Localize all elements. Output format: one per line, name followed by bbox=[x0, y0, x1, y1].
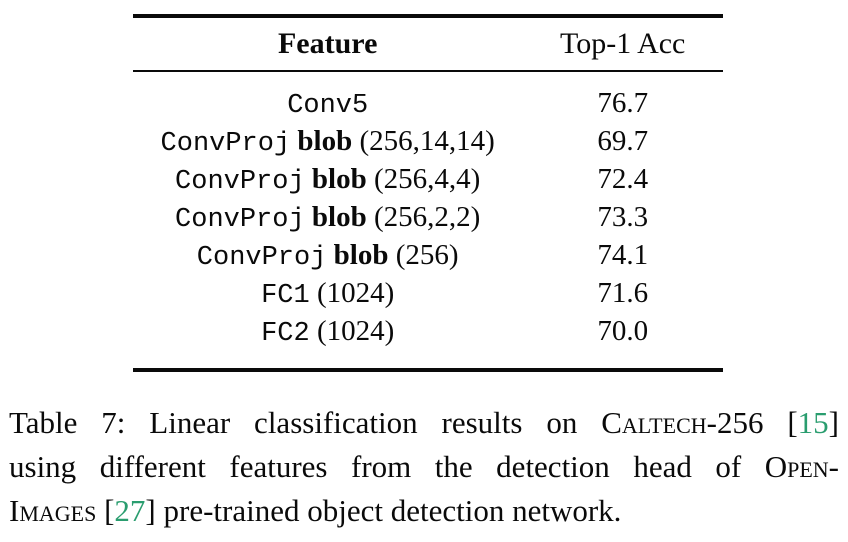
table-row: ConvProj blob (256,14,14) 69.7 bbox=[133, 122, 723, 160]
accuracy-cell: 70.0 bbox=[597, 315, 649, 347]
accuracy-cell: 73.3 bbox=[597, 201, 649, 233]
feature-code-text: FC2 bbox=[261, 319, 310, 349]
feature-code-text: ConvProj bbox=[175, 167, 305, 197]
table-rule-top bbox=[133, 14, 723, 18]
feature-shape-text: (256,2,2) bbox=[374, 201, 481, 233]
feature-code-text: ConvProj bbox=[196, 243, 327, 273]
table-row: Conv5 76.7 bbox=[133, 84, 723, 122]
table-rule-bottom bbox=[133, 368, 723, 372]
feature-cell: ConvProj blob (256,2,2) bbox=[133, 198, 522, 239]
feature-cell: Conv5 bbox=[133, 84, 522, 125]
feature-blob-text: blob bbox=[333, 239, 389, 271]
table-row: ConvProj blob (256) 74.1 bbox=[133, 236, 723, 274]
feature-shape-text: (1024) bbox=[316, 315, 395, 347]
accuracy-cell: 72.4 bbox=[597, 163, 649, 195]
feature-shape-text: (256,4,4) bbox=[374, 163, 481, 195]
table-row: ConvProj blob (256,4,4) 72.4 bbox=[133, 160, 723, 198]
feature-shape-text: (256,14,14) bbox=[359, 125, 495, 157]
feature-cell: ConvProj blob (256,4,4) bbox=[133, 160, 522, 201]
feature-cell: FC2 (1024) bbox=[133, 312, 522, 353]
caption-line: using different features from the detect… bbox=[9, 445, 839, 489]
caption-text: Caltech bbox=[601, 405, 707, 440]
caption-line: Images [27] pre-trained object detection… bbox=[9, 489, 839, 533]
table-row: FC1 (1024) 71.6 bbox=[133, 274, 723, 312]
feature-cell: FC1 (1024) bbox=[133, 274, 522, 315]
results-table: Feature Top-1 Acc Conv5 76.7 ConvProj blob… bbox=[133, 14, 723, 372]
column-header-feature: Feature bbox=[277, 27, 378, 60]
table-header-row: Feature Top-1 Acc bbox=[133, 18, 723, 70]
feature-blob-text: blob bbox=[297, 125, 353, 157]
column-header-top1-acc: Top-1 Acc bbox=[560, 27, 686, 60]
table-row: ConvProj blob (256,2,2) 73.3 bbox=[133, 198, 723, 236]
feature-shape-text: (1024) bbox=[316, 277, 395, 309]
citation-link[interactable]: 15 bbox=[797, 405, 829, 440]
accuracy-cell: 71.6 bbox=[597, 277, 649, 309]
accuracy-cell: 74.1 bbox=[597, 239, 649, 271]
accuracy-cell: 76.7 bbox=[597, 87, 649, 119]
feature-code-text: ConvProj bbox=[175, 205, 305, 235]
feature-cell: ConvProj blob (256) bbox=[133, 236, 522, 277]
feature-code-text: ConvProj bbox=[160, 129, 291, 159]
caption-text: Open- bbox=[764, 449, 839, 484]
caption-text: Images bbox=[9, 493, 97, 528]
table-rule-mid bbox=[133, 70, 723, 72]
feature-code-text: Conv5 bbox=[287, 91, 369, 121]
feature-blob-text: blob bbox=[311, 201, 367, 233]
caption-text: ] pre-trained object detection network. bbox=[145, 493, 622, 528]
caption-text: using different features from the detect… bbox=[9, 449, 765, 484]
citation-link[interactable]: 27 bbox=[114, 493, 146, 528]
table-body: Conv5 76.7 ConvProj blob (256,14,14) 69.7 Co… bbox=[133, 72, 723, 368]
caption-text: [ bbox=[96, 493, 115, 528]
accuracy-cell: 69.7 bbox=[597, 125, 649, 157]
caption-text: Table 7: Linear classification results o… bbox=[9, 405, 602, 440]
caption-text: ] bbox=[828, 405, 839, 440]
caption-text: -256 [ bbox=[706, 405, 798, 440]
table-row: FC2 (1024) 70.0 bbox=[133, 312, 723, 350]
feature-code-text: FC1 bbox=[261, 281, 310, 311]
feature-shape-text: (256) bbox=[395, 239, 459, 271]
feature-cell: ConvProj blob (256,14,14) bbox=[133, 122, 522, 163]
table-caption: Table 7: Linear classification results o… bbox=[9, 401, 839, 533]
feature-blob-text: blob bbox=[311, 163, 367, 195]
caption-line: Table 7: Linear classification results o… bbox=[9, 401, 839, 445]
